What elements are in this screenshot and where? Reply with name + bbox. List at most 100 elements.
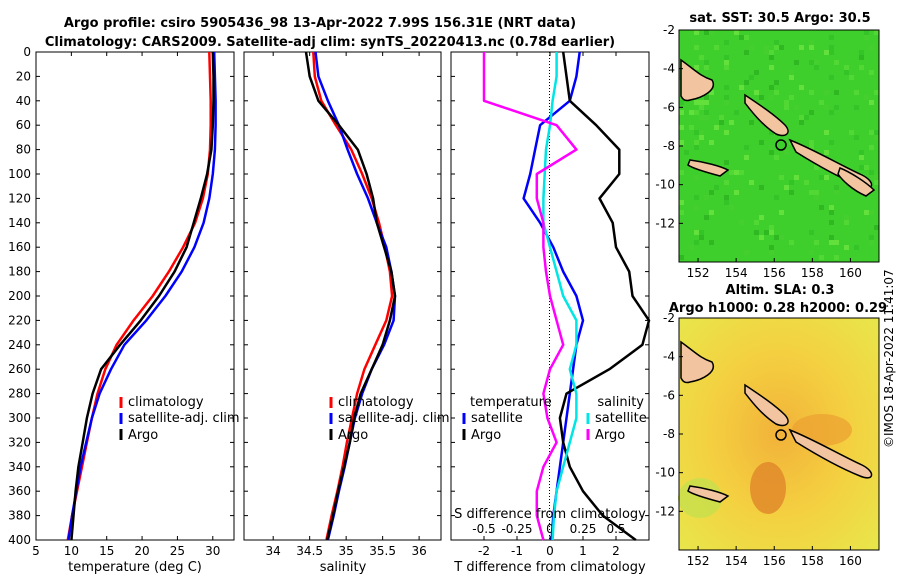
map-xtick-label: 154 (725, 266, 748, 280)
map-ytick-label: -2 (663, 311, 675, 325)
ytick-label: 220 (8, 313, 31, 327)
ytick-label: 360 (8, 484, 31, 498)
figure-title-line1: Argo profile: csiro 5905436_98 13-Apr-20… (64, 16, 576, 31)
sst-island-newireland (680, 58, 715, 102)
xtick2-label: 0 (546, 522, 554, 536)
ytick-label: 280 (8, 387, 31, 401)
difference-legend: temperature satellite Argo salinity sate… (462, 395, 647, 443)
sst-island-guadalcanal (687, 159, 730, 177)
ytick-label: 320 (8, 435, 31, 449)
legend-satellite-adj: satellite-adj. clim (128, 411, 240, 426)
xtick-label: 25 (170, 544, 185, 558)
xtick-label: 35.5 (369, 544, 396, 558)
difference-xlabel-salinity: S difference from climatology (454, 507, 646, 522)
sla-map (678, 318, 879, 550)
sst-map (679, 30, 879, 262)
xtick-label: 5 (32, 544, 40, 558)
series-line-salinity-satellite (542, 52, 578, 541)
map-ytick-label: -6 (663, 100, 675, 114)
legend-t-argo: Argo (471, 428, 501, 443)
xtick-label: 20 (134, 544, 149, 558)
map-xtick-label: 160 (839, 266, 862, 280)
xtick-label: 34 (266, 544, 281, 558)
ytick-label: 60 (16, 118, 31, 132)
series-line-temperature-argo (558, 51, 651, 542)
xtick2-label: 0.25 (570, 522, 597, 536)
map-ytick-label: -12 (655, 504, 675, 518)
ytick-label: 260 (8, 362, 31, 376)
ytick-label: 0 (23, 45, 31, 59)
legend-t-satellite: satellite (471, 411, 523, 426)
temperature-panel-frame (35, 51, 235, 541)
map-xtick-label: 152 (687, 554, 710, 568)
series-line-climatology (66, 51, 212, 541)
xtick-label: 30 (205, 544, 220, 558)
ytick-label: 240 (8, 338, 31, 352)
xtick-label: 2 (612, 544, 620, 558)
map-xtick-label: 160 (839, 554, 862, 568)
temperature-xlabel: temperature (deg C) (68, 560, 202, 575)
map-ytick-label: -10 (655, 178, 675, 192)
map-ytick-label: -8 (663, 139, 675, 153)
ytick-label: 300 (8, 411, 31, 425)
map-ytick-label: -8 (663, 427, 675, 441)
xtick2-label: -0.5 (472, 522, 495, 536)
ytick-label: 100 (8, 167, 31, 181)
ytick-label: 340 (8, 460, 31, 474)
map-ytick-label: -2 (663, 23, 675, 37)
map-xtick-label: 156 (763, 554, 786, 568)
sla-argo-location-icon (775, 429, 787, 441)
ytick-label: 120 (8, 191, 31, 205)
xtick-label: 1 (579, 544, 587, 558)
series-line-salinity-argo (482, 52, 578, 541)
difference-xlabel: T difference from climatology (453, 560, 646, 575)
series-line-argo (304, 51, 397, 541)
imos-credit: ©IMOS 18-Apr-2022 11:41:07 (882, 269, 896, 448)
temperature-legend: climatology satellite-adj. clim Argo (119, 395, 240, 443)
map-xtick-label: 154 (725, 554, 748, 568)
legend-s-argo: Argo (595, 428, 625, 443)
xtick2-label: -0.25 (501, 522, 532, 536)
map-xtick-label: 156 (763, 266, 786, 280)
ytick-label: 20 (16, 69, 31, 83)
ytick-label: 200 (8, 289, 31, 303)
ytick-label: 80 (16, 143, 31, 157)
sst-argo-location-icon (775, 139, 787, 151)
series-line-temperature-satellite (522, 51, 585, 541)
xtick2-label: 0.5 (606, 522, 625, 536)
map-xtick-label: 158 (801, 266, 824, 280)
xtick-label: 10 (64, 544, 79, 558)
legend-argo: Argo (128, 428, 158, 443)
ytick-label: 380 (8, 509, 31, 523)
map-ytick-label: -4 (663, 62, 675, 76)
salinity-legend: climatology satellite-adj. clim Argo (329, 395, 450, 443)
sst-island-bougainville (744, 93, 789, 137)
series-line-argo (70, 51, 215, 541)
xtick-label: 34.5 (296, 544, 323, 558)
map-xtick-label: 158 (801, 554, 824, 568)
series-line-climatology (312, 51, 394, 541)
xtick-label: 36 (411, 544, 426, 558)
sst-island-malaita (837, 167, 876, 197)
map-ytick-label: -10 (655, 466, 675, 480)
xtick-label: 15 (99, 544, 114, 558)
legend-climatology-s: climatology (338, 395, 414, 410)
ytick-label: 160 (8, 240, 31, 254)
map-ytick-label: -12 (655, 216, 675, 230)
xtick-label: 35 (339, 544, 354, 558)
xtick-label: -2 (478, 544, 490, 558)
figure-title-line2: Climatology: CARS2009. Satellite-adj cli… (45, 35, 615, 50)
ytick-label: 140 (8, 216, 31, 230)
legend-satellite-adj-s: satellite-adj. clim (338, 411, 450, 426)
map-ytick-label: -4 (663, 350, 675, 364)
sla-map-title-line1: Altim. SLA: 0.3 (726, 283, 835, 298)
ytick-label: 180 (8, 265, 31, 279)
legend-s-satellite: satellite (595, 411, 647, 426)
legend-climatology: climatology (128, 395, 204, 410)
series-line-satellite-adj-clim (67, 51, 217, 541)
salinity-xlabel: salinity (320, 560, 367, 575)
ytick-label: 400 (8, 533, 31, 547)
legend-argo-s: Argo (338, 428, 368, 443)
xtick-label: 0 (546, 544, 554, 558)
